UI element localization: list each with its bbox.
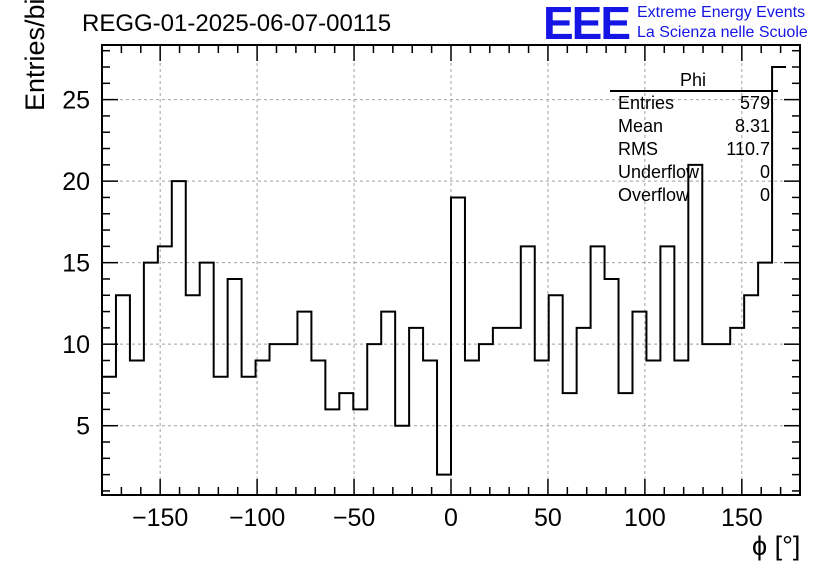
stat-label-underflow: Underflow [618,162,700,182]
stat-label-entries: Entries [618,93,675,113]
x-tick-label: −150 [132,504,188,532]
histogram-bin [688,165,702,495]
histogram-bars [102,67,786,495]
stat-label-overflow: Overflow [618,185,690,205]
histogram-bin [116,295,130,495]
histogram-bin [283,344,297,495]
histogram-bin [758,263,772,495]
stat-label-rms: RMS [618,139,658,159]
stat-value-overflow: 0 [759,185,770,205]
histogram-bin [702,344,716,495]
histogram-bin [297,312,311,495]
x-tick-label: −50 [333,504,375,532]
stat-label-mean: Mean [618,116,664,136]
y-tick-label: 25 [62,87,90,115]
histogram-bin [228,279,242,495]
histogram-bin [437,475,451,495]
histogram-bin [395,426,409,495]
y-tick-label: 20 [62,168,90,196]
histogram-bin [451,197,465,495]
logo-line-2: La Scienza nelle Scuole [637,24,808,41]
stat-value-rms: 110.7 [726,139,770,159]
histogram-bin [186,295,200,495]
histogram-bin [311,360,325,495]
histogram-bin [772,67,786,495]
histogram-bin [716,344,730,495]
y-tick-label: 15 [62,250,90,278]
x-tick-label: 50 [534,504,562,532]
x-tick-label: 0 [444,504,458,532]
histogram-bin [200,263,214,495]
histogram-bin [381,312,395,495]
histogram-bin [591,246,605,495]
histogram-bin [549,295,563,495]
histogram-bin [535,360,549,495]
histogram-bin [367,344,381,495]
histogram-bin [353,409,367,495]
tick-labels: −150 −100 −50 0 50 100 150 5 10 15 20 25 [62,87,763,532]
histogram-bin [242,377,256,495]
plot-title: REGG-01-2025-06-07-00115 [82,10,392,37]
stat-value-entries: 579 [739,93,770,113]
histogram-bin [465,360,479,495]
histogram-bin [102,377,116,495]
histogram-bin [214,377,228,495]
histogram-bin [619,393,633,495]
histogram-bin [577,328,591,495]
histogram-bin [646,360,660,495]
x-tick-label: 150 [721,504,763,532]
stat-value-mean: 8.31 [734,116,770,136]
histogram-bin [423,360,437,495]
histogram-bin [605,279,619,495]
logo-line-1: Extreme Energy Events [637,4,806,21]
y-tick-label: 5 [76,413,90,441]
histogram-bin [744,295,758,495]
histogram-bin [479,344,493,495]
histogram-bin [507,328,521,495]
y-tick-label: 10 [62,331,90,359]
stat-value-underflow: 0 [759,162,770,182]
histogram-bin [493,328,507,495]
x-axis-label: ϕ [°] [752,531,801,561]
histogram-bin [130,360,144,495]
histogram-bin [172,181,186,495]
histogram-bin [270,344,284,495]
x-tick-label: −100 [229,504,285,532]
histogram-bin [339,393,353,495]
histogram-bin [256,360,270,495]
histogram-bin [563,393,577,495]
y-axis-label: Entries/bin [20,0,50,111]
histogram-bin [632,312,646,495]
histogram-bin [409,328,423,495]
histogram-bin [325,409,339,495]
stats-box-title: Phi [680,70,707,90]
x-tick-label: 100 [624,504,666,532]
histogram-bin [674,360,688,495]
histogram-bin [144,263,158,495]
plot-frame [101,44,801,496]
histogram-outline [102,66,787,476]
histogram-bin [660,246,674,495]
eee-logo: EEE [543,0,631,49]
axis-ticks [102,45,800,495]
histogram-bin [521,246,535,495]
